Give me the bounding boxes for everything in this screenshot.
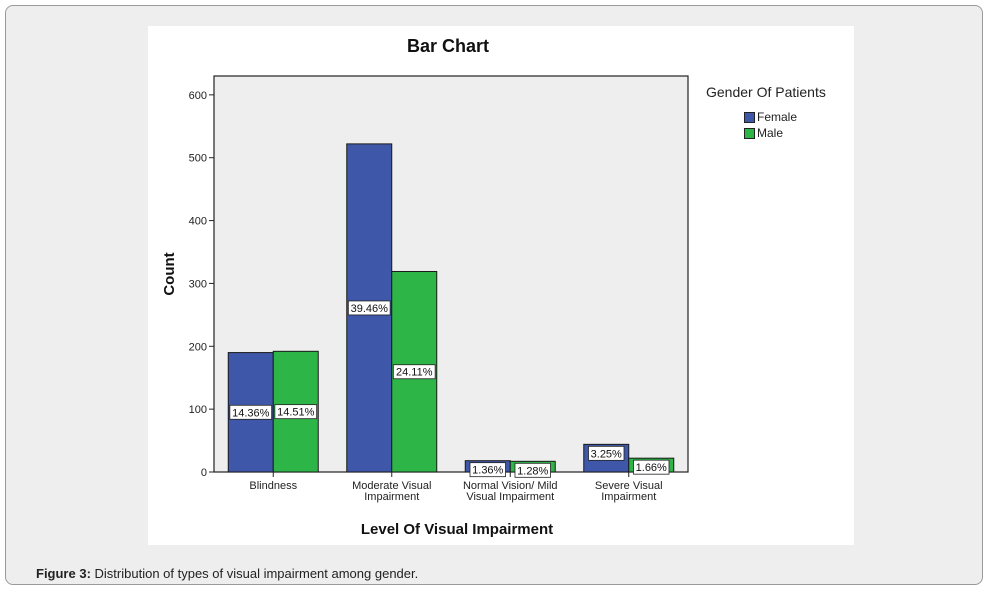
data-label-box <box>588 445 625 461</box>
data-label: 24.11% <box>396 367 433 379</box>
data-label: 3.25% <box>591 448 622 460</box>
x-tick-label: Moderate Visual <box>352 480 431 492</box>
y-tick-label: 100 <box>189 404 207 416</box>
data-label-box <box>229 404 273 420</box>
chart-panel: Bar Chart 0 100 200 300 400 500 600 Count 14.36%… <box>148 26 854 545</box>
caption-label: Figure 3: <box>36 566 91 581</box>
legend-item-female: Female <box>744 110 797 124</box>
data-label: 39.46% <box>351 303 389 315</box>
x-tick-label: Blindness <box>249 480 297 492</box>
legend-swatch-male <box>744 127 755 139</box>
data-label-box <box>347 300 391 316</box>
bar-chart: 0 100 200 300 400 500 600 Count 14.36% 14.51% Blin… <box>161 75 689 538</box>
legend-title: Gender Of Patients <box>706 84 826 100</box>
y-tick-label: 0 <box>201 467 207 479</box>
x-tick-label: Severe Visual <box>595 480 663 492</box>
figure-frame: Bar Chart 0 100 200 300 400 500 600 Count 14.36%… <box>5 5 983 585</box>
x-tick-label: Impairment <box>364 491 419 503</box>
data-label: 1.28% <box>517 465 548 477</box>
y-tick-label: 200 <box>189 341 207 353</box>
legend-label-male: Male <box>757 126 784 140</box>
data-label-box <box>469 462 506 478</box>
data-label-box <box>274 404 318 420</box>
x-axis-label: Level Of Visual Impairment <box>361 521 553 538</box>
figure-caption: Figure 3: Distribution of types of visua… <box>36 566 418 581</box>
y-tick-label: 400 <box>189 216 207 228</box>
data-label: 1.66% <box>636 462 667 474</box>
chart-title: Bar Chart <box>406 36 490 56</box>
x-tick-label: Visual Impairment <box>466 491 554 503</box>
x-tick-label: Impairment <box>601 491 656 503</box>
legend-item-male: Male <box>744 126 783 140</box>
data-label-box <box>514 462 551 478</box>
legend-swatch-female <box>744 111 755 123</box>
data-label: 14.51% <box>277 407 315 419</box>
data-label-box <box>633 459 670 475</box>
legend-label-female: Female <box>757 110 798 124</box>
y-tick-label: 500 <box>189 153 207 165</box>
x-tick-label: Normal Vision/ Mild <box>463 480 558 492</box>
y-tick-label: 300 <box>189 278 207 290</box>
caption-text: Distribution of types of visual impairme… <box>90 566 419 581</box>
data-label: 1.36% <box>472 465 503 477</box>
y-tick-label: 600 <box>189 90 207 102</box>
data-label: 14.36% <box>232 407 270 419</box>
data-label-box <box>392 364 436 380</box>
y-axis-label: Count <box>161 252 178 295</box>
